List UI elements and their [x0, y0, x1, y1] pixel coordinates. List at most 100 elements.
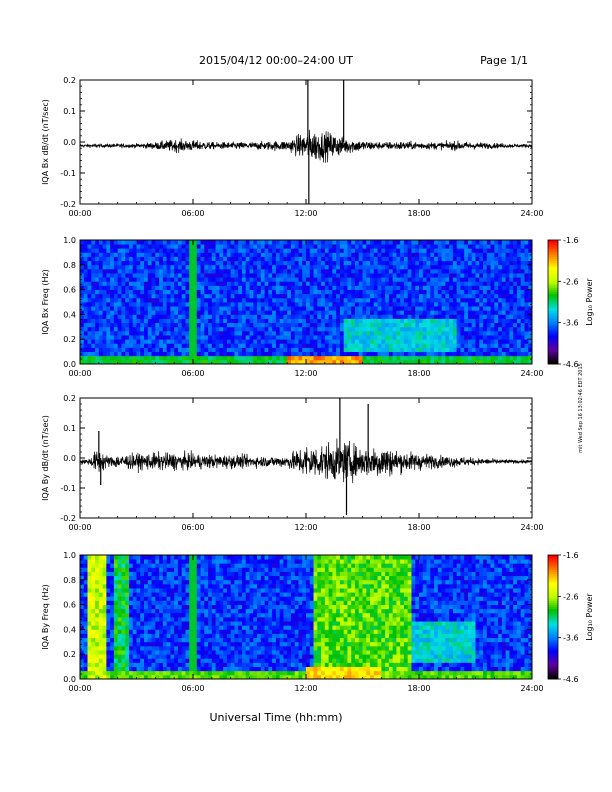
- spectrogram-cell: [166, 571, 171, 577]
- spectrogram-cell: [253, 355, 258, 361]
- spectrogram-cell: [505, 330, 510, 336]
- spectrogram-cell: [257, 359, 262, 365]
- spectrogram-cell: [388, 252, 394, 257]
- spectrogram-cell: [193, 330, 198, 336]
- spectrogram-cell: [317, 322, 322, 328]
- spectrogram-cell: [490, 240, 495, 245]
- spectrogram-cell: [385, 244, 390, 249]
- spectrogram-cell: [524, 314, 529, 319]
- spectrogram-cell: [426, 293, 431, 299]
- spectrogram-cell: [328, 330, 333, 336]
- spectrogram-cell: [403, 310, 409, 315]
- spectrogram-cell: [490, 330, 495, 336]
- spectrogram-cell: [336, 289, 341, 295]
- spectrogram-cell: [509, 244, 514, 249]
- spectrogram-cell: [471, 248, 476, 253]
- spectrogram-cell: [302, 285, 307, 290]
- spectrogram-cell: [513, 264, 518, 270]
- spectrogram-cell: [287, 244, 292, 249]
- spectrogram-cell: [403, 347, 409, 352]
- spectrogram-cell: [95, 285, 100, 290]
- spectrogram-cell: [290, 322, 296, 328]
- spectrogram-cell: [415, 293, 420, 299]
- spectrogram-cell: [151, 318, 156, 324]
- spectrogram-cell: [110, 359, 115, 365]
- spectrogram-cell: [98, 297, 103, 303]
- spectrogram-cell: [117, 583, 122, 589]
- spectrogram-cell: [396, 281, 401, 286]
- spectrogram-cell: [456, 326, 461, 332]
- spectrogram-cell: [155, 339, 160, 344]
- spectrogram-cell: [283, 277, 288, 282]
- spectrogram-cell: [144, 617, 149, 622]
- spectrogram-cell: [449, 355, 454, 361]
- spectrogram-cell: [460, 335, 465, 340]
- spectrogram-cell: [106, 612, 111, 618]
- x-tick-label-1-3: 18:00: [407, 369, 430, 378]
- spectrogram-cell: [110, 600, 115, 605]
- spectrogram-cell: [83, 575, 88, 581]
- spectrogram-cell: [177, 567, 183, 572]
- spectrogram-cell: [200, 592, 205, 597]
- spectrogram-cell: [140, 240, 145, 245]
- spectrogram-cell: [396, 273, 401, 278]
- spectrogram-cell: [211, 326, 216, 332]
- spectrogram-cell: [302, 335, 307, 340]
- spectrogram-cell: [411, 281, 416, 286]
- spectrogram-cell: [200, 297, 205, 303]
- spectrogram-cell: [403, 302, 409, 307]
- spectrogram-cell: [486, 248, 491, 253]
- spectrogram-cell: [193, 629, 198, 634]
- spectrogram-cell: [106, 563, 111, 568]
- spectrogram-cell: [294, 322, 299, 328]
- spectrogram-cell: [392, 322, 397, 328]
- spectrogram-cell: [437, 330, 442, 336]
- spectrogram-cell: [193, 633, 198, 639]
- spectrogram-cell: [95, 306, 100, 311]
- spectrogram-cell: [456, 277, 461, 282]
- spectrogram-cell: [83, 268, 88, 274]
- spectrogram-cell: [354, 277, 360, 282]
- spectrogram-cell: [80, 641, 85, 647]
- spectrogram-cell: [475, 351, 480, 357]
- spectrogram-cell: [174, 302, 179, 307]
- spectrogram-cell: [275, 351, 281, 357]
- spectrogram-cell: [140, 310, 145, 315]
- spectrogram-cell: [177, 633, 183, 639]
- spectrogram-cell: [230, 252, 235, 257]
- spectrogram-cell: [245, 268, 250, 274]
- spectrogram-cell: [200, 252, 205, 257]
- spectrogram-cell: [445, 240, 450, 245]
- spectrogram-cell: [91, 596, 96, 601]
- spectrogram-cell: [166, 579, 171, 585]
- spectrogram-cell: [159, 608, 164, 614]
- spectrogram-cell: [283, 322, 288, 328]
- spectrogram-cell: [494, 293, 499, 299]
- spectrogram-cell: [490, 273, 495, 278]
- spectrogram-cell: [407, 285, 412, 290]
- spectrogram-cell: [385, 330, 390, 336]
- spectrogram-cell: [245, 302, 250, 307]
- spectrogram-cell: [121, 674, 126, 680]
- spectrogram-cell: [366, 244, 371, 249]
- spectrogram-cell: [494, 252, 499, 257]
- spectrogram-cell: [162, 563, 168, 568]
- spectrogram-cell: [211, 318, 216, 324]
- spectrogram-cell: [434, 347, 439, 352]
- spectrogram-cell: [430, 318, 435, 324]
- spectrogram-cell: [189, 359, 194, 365]
- spectrogram-cell: [91, 248, 96, 253]
- spectrogram-cell: [128, 583, 134, 589]
- spectrogram-cell: [177, 559, 183, 564]
- spectrogram-cell: [147, 322, 152, 328]
- spectrogram-cell: [415, 248, 420, 253]
- spectrogram-cell: [151, 347, 156, 352]
- spectrogram-cell: [196, 588, 201, 593]
- spectrogram-cell: [128, 351, 134, 357]
- spectrogram-cell: [400, 281, 405, 286]
- spectrogram-cell: [110, 633, 115, 639]
- spectrogram-cell: [347, 268, 352, 274]
- spectrogram-cell: [392, 330, 397, 336]
- spectrogram-cell: [125, 563, 130, 568]
- spectrogram-cell: [343, 359, 348, 365]
